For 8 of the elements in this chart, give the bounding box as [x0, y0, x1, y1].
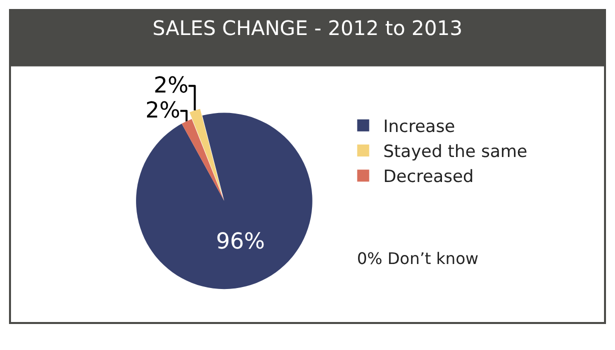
chart-title: SALES CHANGE - 2012 to 2013: [152, 16, 462, 40]
data-label: 96%: [216, 229, 265, 254]
legend-label: Increase: [383, 117, 456, 138]
text: 0% Don’t know: [357, 249, 478, 268]
legend-label: Decreased: [383, 167, 474, 188]
data-label: 2%: [154, 73, 189, 98]
legend-label: Stayed the same: [383, 142, 528, 162]
data-label: 2%: [145, 98, 180, 124]
